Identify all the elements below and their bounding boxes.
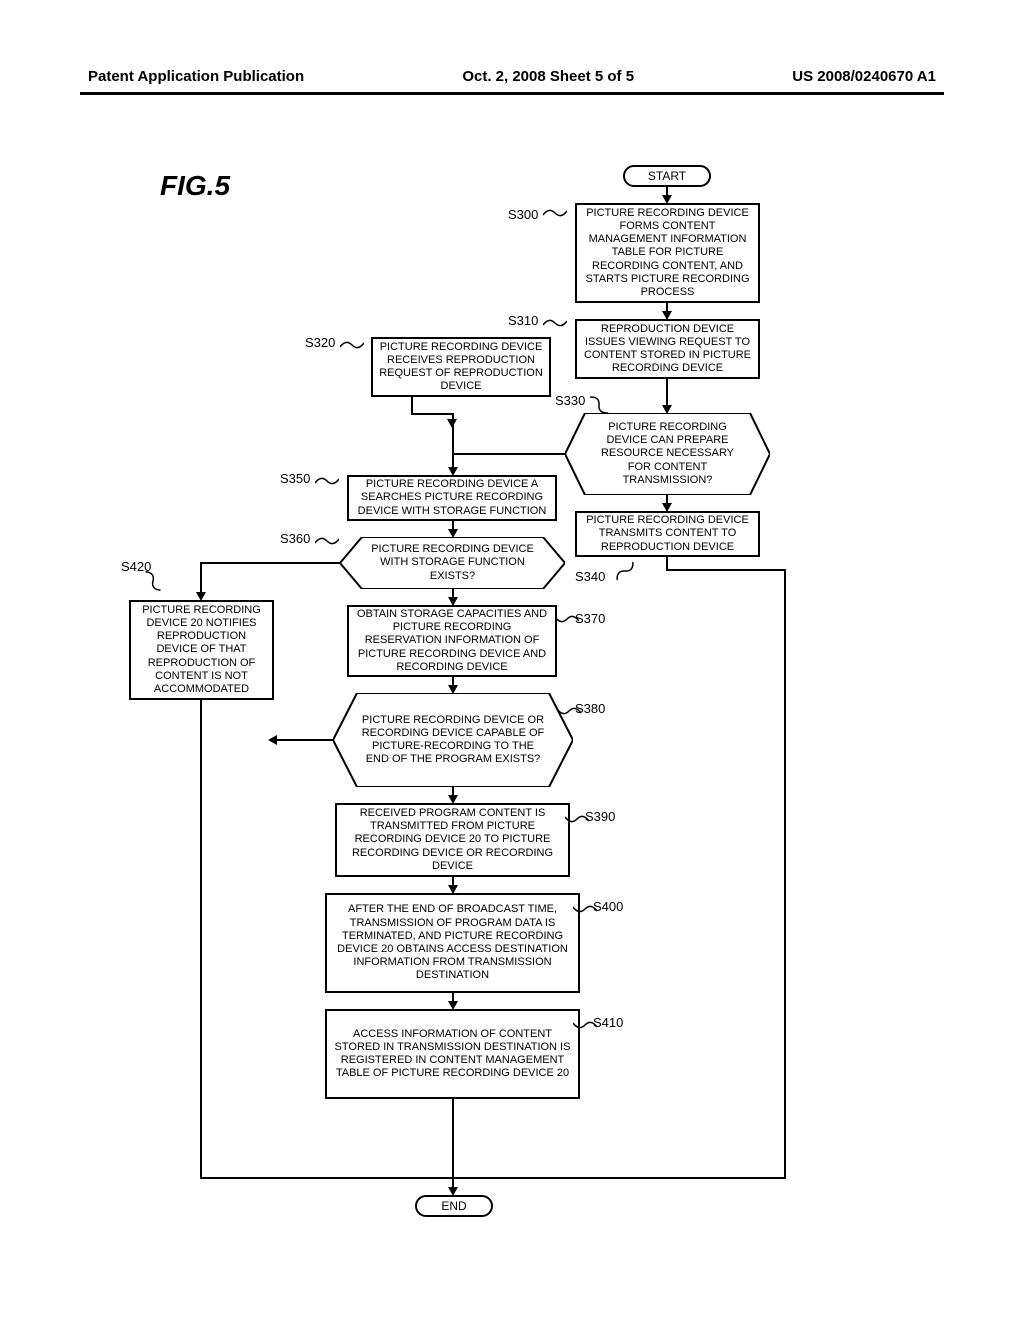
label-s390: S390: [585, 809, 615, 824]
leader-line-icon: [612, 559, 638, 584]
connector: [784, 569, 786, 1179]
leader-line-icon: [315, 475, 339, 487]
terminal-start-text: START: [648, 169, 686, 183]
step-s350-text: PICTURE RECORDING DEVICE A SEARCHES PICT…: [353, 478, 551, 518]
step-s390: RECEIVED PROGRAM CONTENT IS TRANSMITTED …: [335, 803, 570, 877]
connector: [452, 1099, 454, 1191]
decision-s380: PICTURE RECORDING DEVICE OR RECORDING DE…: [333, 693, 573, 787]
leader-line-icon: [340, 339, 364, 351]
connector: [274, 739, 334, 741]
step-s400-text: AFTER THE END OF BROADCAST TIME, TRANSMI…: [331, 903, 574, 982]
decision-s360-text: PICTURE RECORDING DEVICE WITH STORAGE FU…: [340, 543, 565, 583]
header-center: Oct. 2, 2008 Sheet 5 of 5: [462, 68, 634, 85]
header-left: Patent Application Publication: [88, 68, 304, 85]
connector: [452, 453, 565, 455]
step-s410: ACCESS INFORMATION OF CONTENT STORED IN …: [325, 1009, 580, 1099]
leader-line-icon: [543, 317, 567, 329]
leader-line-icon: [543, 207, 567, 219]
leader-line-icon: [573, 1019, 597, 1031]
decision-s380-text: PICTURE RECORDING DEVICE OR RECORDING DE…: [333, 714, 573, 767]
step-s310: REPRODUCTION DEVICE ISSUES VIEWING REQUE…: [575, 319, 760, 379]
decision-s360: PICTURE RECORDING DEVICE WITH STORAGE FU…: [340, 537, 565, 589]
step-s310-text: REPRODUCTION DEVICE ISSUES VIEWING REQUE…: [581, 323, 754, 376]
step-s340-text: PICTURE RECORDING DEVICE TRANSMITS CONTE…: [581, 514, 754, 554]
step-s370: OBTAIN STORAGE CAPACITIES AND PICTURE RE…: [347, 605, 557, 677]
leader-line-icon: [573, 903, 597, 915]
step-s320-text: PICTURE RECORDING DEVICE RECEIVES REPROD…: [377, 341, 545, 394]
step-s420: PICTURE RECORDING DEVICE 20 NOTIFIES REP…: [129, 600, 274, 700]
leader-line-icon: [555, 613, 579, 625]
arrow-icon: [268, 735, 277, 745]
connector: [200, 1177, 454, 1179]
step-s400: AFTER THE END OF BROADCAST TIME, TRANSMI…: [325, 893, 580, 993]
label-s300: S300: [508, 207, 538, 222]
step-s410-text: ACCESS INFORMATION OF CONTENT STORED IN …: [331, 1028, 574, 1081]
step-s340: PICTURE RECORDING DEVICE TRANSMITS CONTE…: [575, 511, 760, 557]
label-s370: S370: [575, 611, 605, 626]
header-right: US 2008/0240670 A1: [792, 68, 936, 85]
step-s300: PICTURE RECORDING DEVICE FORMS CONTENT M…: [575, 203, 760, 303]
connector: [200, 562, 202, 596]
label-s320: S320: [305, 335, 335, 350]
page-header: Patent Application Publication Oct. 2, 2…: [0, 68, 1024, 85]
terminal-start: START: [623, 165, 711, 187]
label-s340: S340: [575, 569, 605, 584]
label-s310: S310: [508, 313, 538, 328]
header-rule: [80, 92, 944, 95]
decision-s330: PICTURE RECORDING DEVICE CAN PREPARE RES…: [565, 413, 770, 495]
connector: [200, 700, 202, 1179]
label-s360: S360: [280, 531, 310, 546]
connector: [200, 562, 340, 564]
label-s350: S350: [280, 471, 310, 486]
step-s300-text: PICTURE RECORDING DEVICE FORMS CONTENT M…: [581, 207, 754, 299]
terminal-end-text: END: [441, 1199, 466, 1213]
connector: [452, 1177, 786, 1179]
label-s410: S410: [593, 1015, 623, 1030]
leader-line-icon: [315, 535, 339, 547]
label-s330: S330: [555, 393, 585, 408]
flowchart: START PICTURE RECORDING DEVICE FORMS CON…: [115, 165, 895, 1225]
step-s370-text: OBTAIN STORAGE CAPACITIES AND PICTURE RE…: [353, 608, 551, 674]
step-s320: PICTURE RECORDING DEVICE RECEIVES REPROD…: [371, 337, 551, 397]
step-s390-text: RECEIVED PROGRAM CONTENT IS TRANSMITTED …: [341, 807, 564, 873]
connector: [411, 413, 453, 415]
connector: [452, 413, 454, 471]
decision-s330-text: PICTURE RECORDING DEVICE CAN PREPARE RES…: [565, 421, 770, 487]
label-s400: S400: [593, 899, 623, 914]
step-s420-text: PICTURE RECORDING DEVICE 20 NOTIFIES REP…: [135, 604, 268, 696]
leader-line-icon: [142, 568, 164, 595]
step-s350: PICTURE RECORDING DEVICE A SEARCHES PICT…: [347, 475, 557, 521]
connector: [666, 569, 786, 571]
leader-line-icon: [565, 813, 589, 825]
terminal-end: END: [415, 1195, 493, 1217]
